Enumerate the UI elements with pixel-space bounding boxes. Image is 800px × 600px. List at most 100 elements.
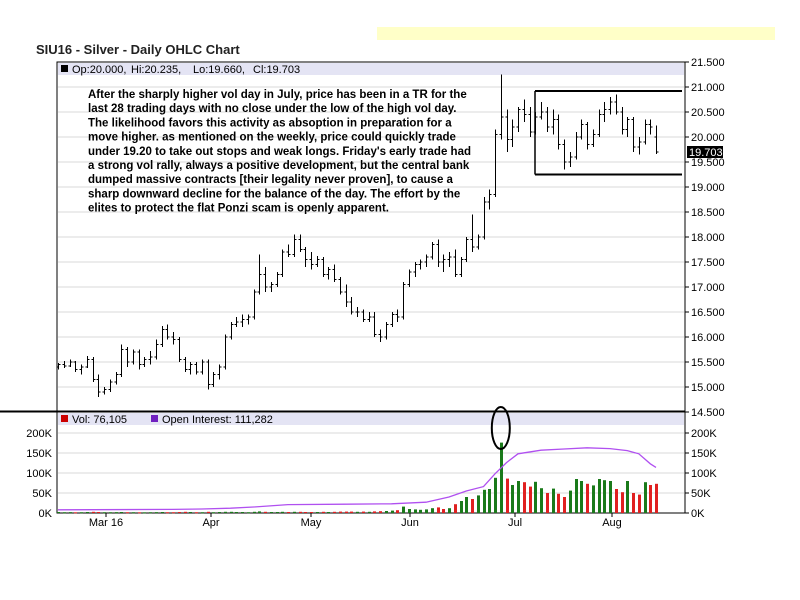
volume-bar [109,512,112,514]
volume-bar [368,511,371,513]
volume-bar [460,501,463,513]
ohlc-bar [148,351,153,365]
volume-bar [178,512,181,513]
volume-bar [396,510,399,513]
ohlc-bar [499,74,504,140]
volume-bar [540,488,543,513]
ohlc-bar [119,344,124,377]
volume-bar [621,492,624,513]
volume-bar [638,494,641,513]
price-tick-label: 17.000 [691,282,725,294]
ohlc-bar [430,242,435,260]
ohlc-bar [298,234,303,252]
volume-bar [132,512,135,514]
volume-tick-label-right: 100K [691,468,717,480]
volume-bar [649,485,652,513]
volume-bar [339,511,342,513]
volume-bar [195,512,198,514]
volume-bar [603,480,606,513]
volume-panel [56,411,686,514]
ohlc-bar [631,117,636,152]
volume-bar [356,511,359,513]
ohlc-bar [539,102,544,120]
volume-bar [609,481,612,513]
ohlc-bar [608,97,613,115]
volume-tick-label-left: 100K [26,468,52,480]
x-tick-label: Jun [401,517,419,529]
volume-bar [557,493,560,513]
price-tick-label: 16.500 [691,307,725,319]
ohlc-bar [487,189,492,210]
ohlc-bar [579,119,584,140]
volume-tick-label-left: 200K [26,428,52,440]
volume-grid [58,432,684,494]
ohlc-bar [510,119,515,147]
ohlc-bar [171,332,176,345]
ohlc-bar [206,359,211,390]
volume-bar [253,511,256,513]
annotation-line: a strong vol rally, always a positive de… [88,160,470,172]
ohlc-bar [372,312,377,337]
volume-bar [592,485,595,513]
vol-swatch [61,415,68,422]
x-tick-label: Mar 16 [89,517,123,529]
volume-bar [471,499,474,513]
ohlc-bar [413,262,418,277]
ohlc-bar [217,364,222,380]
volume-bar [247,512,250,514]
ohlc-bar [68,359,73,367]
volume-bar [143,512,146,514]
open-interest-line [57,447,657,511]
ohlc-bar [56,363,61,370]
price-tick-label: 18.000 [691,232,725,244]
volume-bar [115,512,118,514]
volume-bar [626,481,629,513]
volume-bar [230,511,233,513]
ohlc-bar [269,282,274,292]
info-high: Hi:20.235, [131,64,181,76]
volume-bar [563,497,566,513]
ohlc-bar [194,362,199,375]
volume-bar [517,481,520,513]
oi-label: Open Interest: 111,282 [162,414,273,426]
price-tick-label: 14.500 [691,407,725,419]
volume-bar [86,512,89,513]
header-strip [377,27,775,40]
volume-bar [385,511,388,513]
volume-bar [310,512,313,513]
volume-bar [212,512,215,514]
ohlc-bar [252,289,257,320]
ohlc-bar [160,326,165,347]
volume-bar [632,493,635,513]
info-bar [58,63,684,75]
ohlc-bar [441,254,446,272]
volume-axis: 200K 200K 150K 150K 100K 100K 50K 50K 0K 0K [26,428,717,520]
price-tick-label: 16.000 [691,332,725,344]
ohlc-bar [556,114,561,150]
volume-bar [316,512,319,513]
volume-tick-label-right: 0K [691,508,705,520]
volume-bar [166,512,169,514]
ohlc-bar [470,214,475,252]
volume-bar [425,509,428,513]
ohlc-bar [349,297,354,315]
volume-bar [235,512,238,513]
ohlc-bar [280,249,285,277]
volume-bar [488,489,491,513]
volume-bar [575,479,578,513]
volume-legend-bar [58,413,684,425]
volume-bar [333,511,336,513]
ohlc-bar [257,254,262,295]
price-tick-label: 21.500 [691,57,725,69]
ohlc-bar [637,137,642,155]
volume-bar [598,479,601,513]
ohlc-bar [125,347,130,367]
ohlc-bar [188,362,193,375]
price-axis: 21.500 21.000 20.500 20.000 19.500 19.000 18.5… [685,57,725,419]
volume-bar [304,512,307,513]
volume-bar [534,481,537,513]
volume-bar [431,508,434,513]
ohlc-bar [648,119,653,135]
annotation-text: After the sharply higher vol day in July… [88,89,471,215]
vol-label: Vol: 76,105 [72,414,127,426]
